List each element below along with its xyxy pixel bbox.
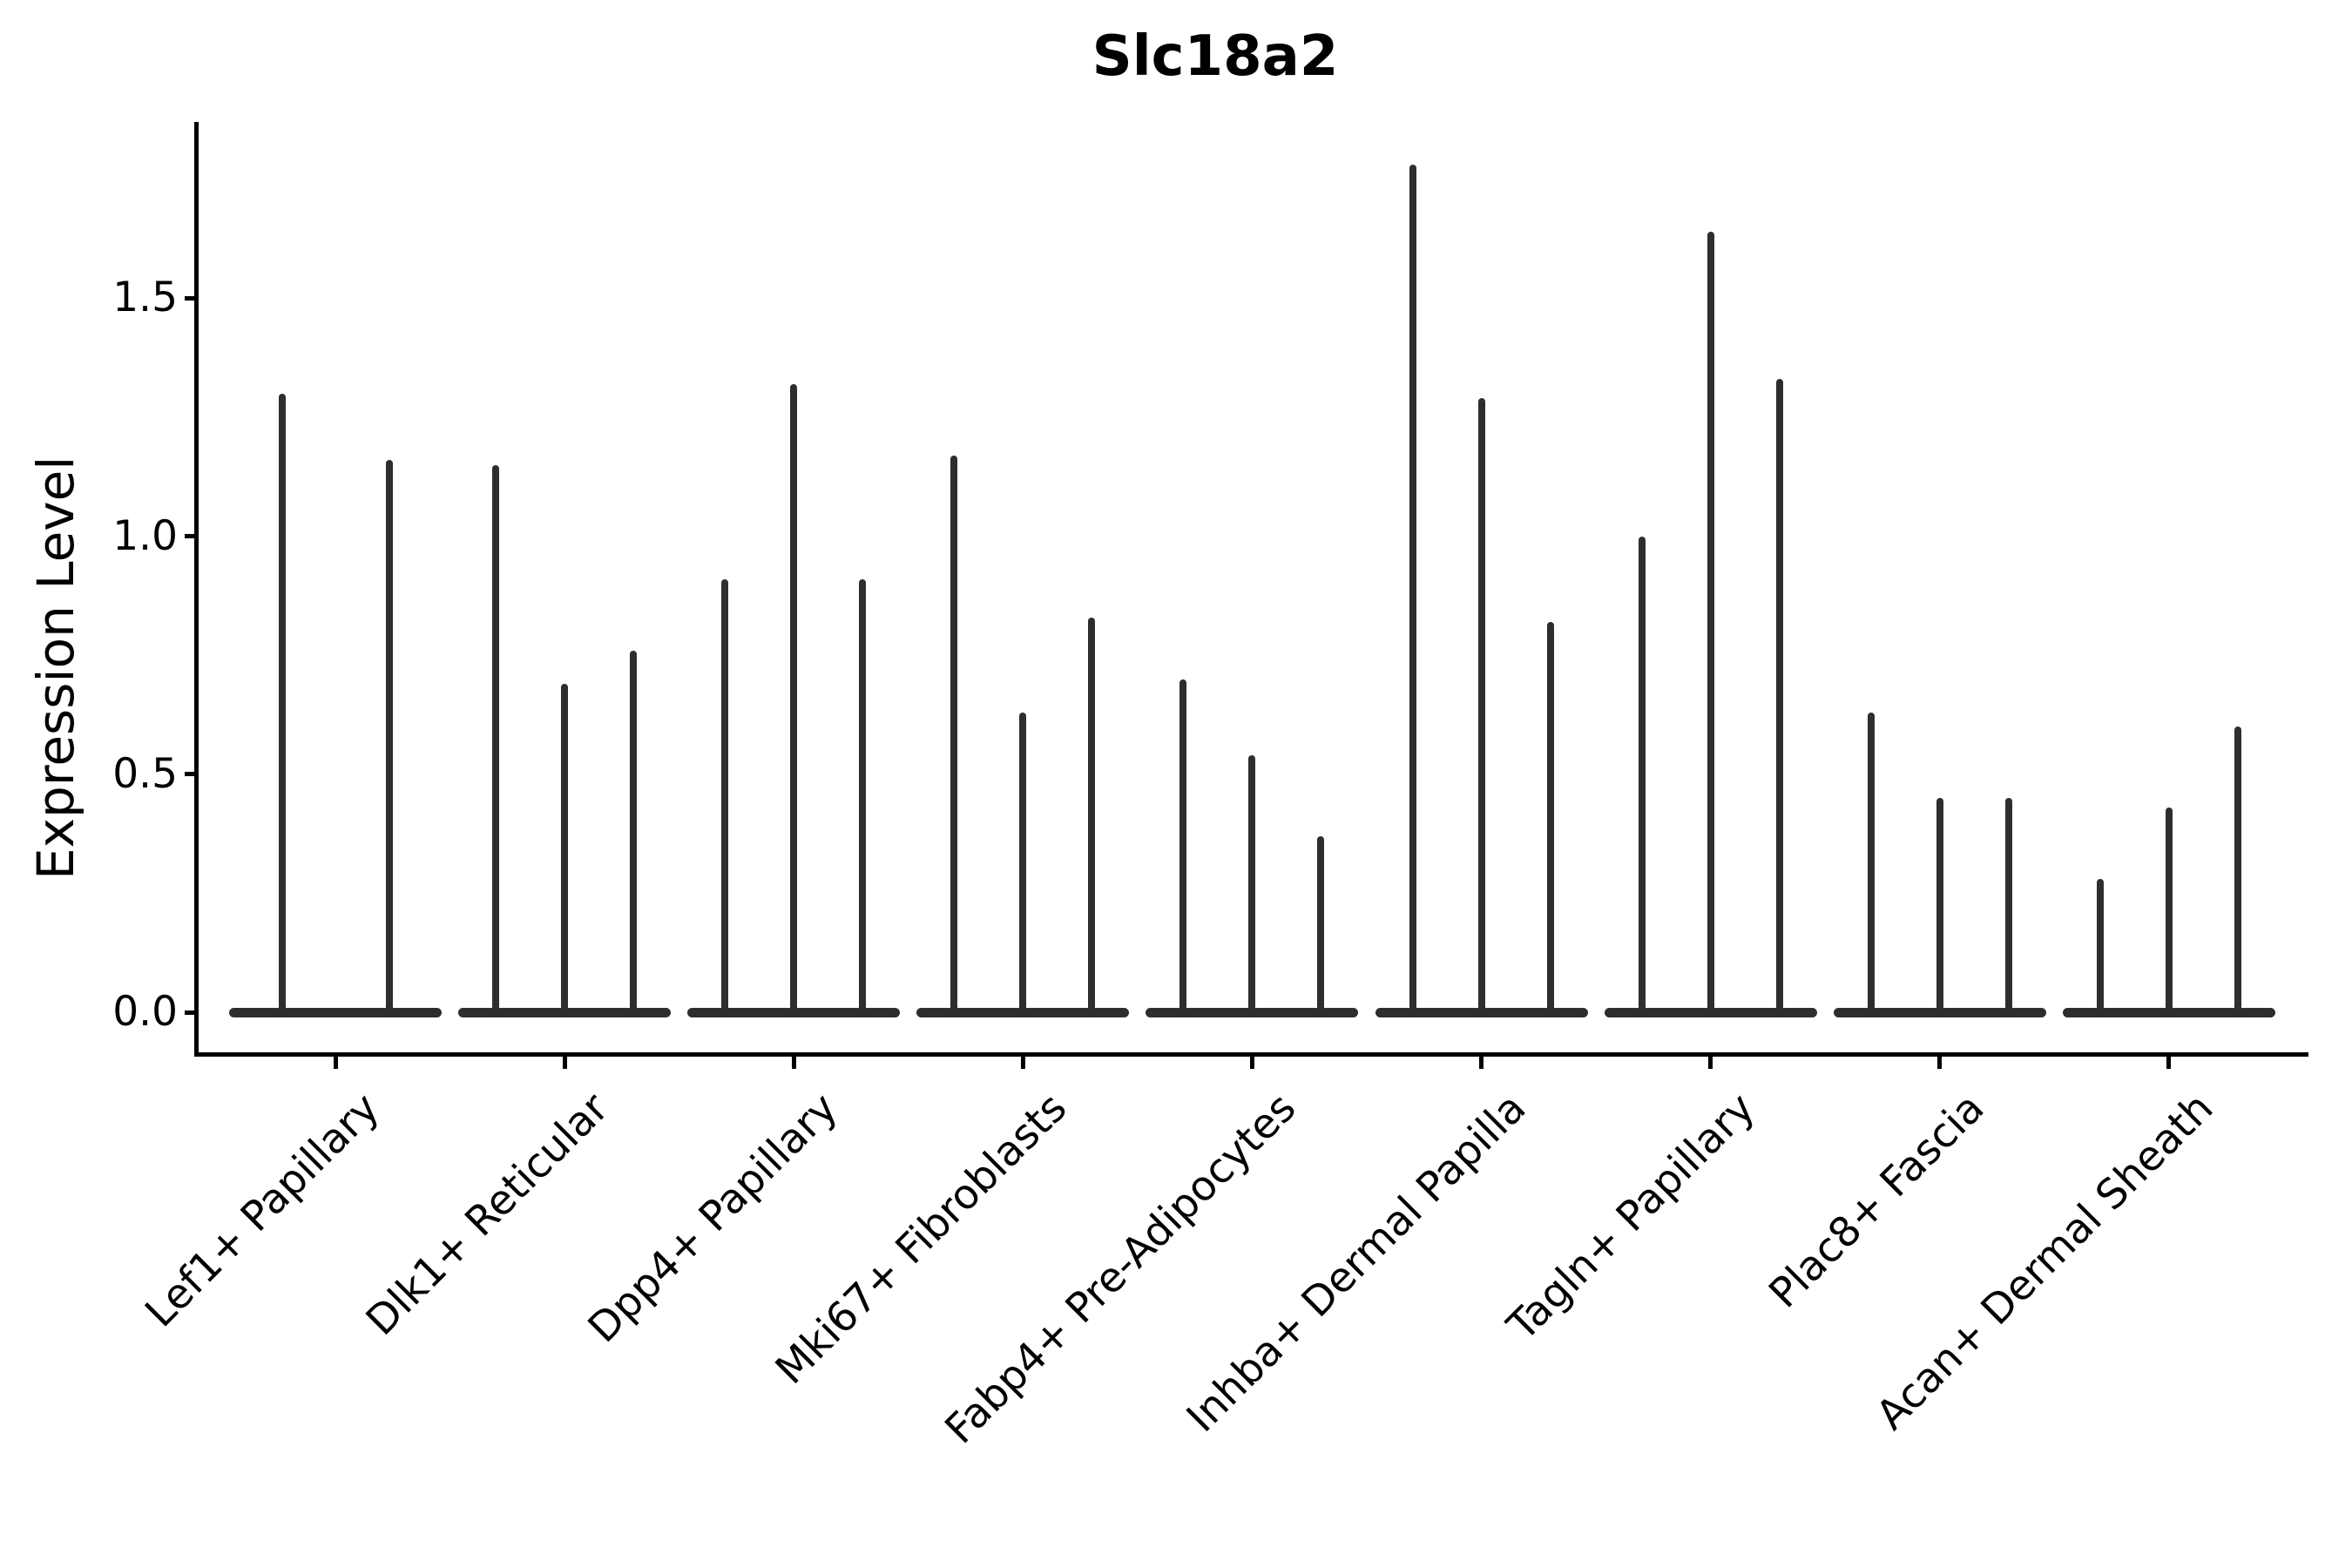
x-tick	[333, 1054, 338, 1069]
violin-spike	[2004, 798, 2012, 1017]
y-axis-spine	[194, 122, 199, 1054]
violin-spike	[1019, 712, 1027, 1017]
x-tick-label: Mki67+ Fibroblasts	[767, 1084, 1077, 1394]
violin-spike	[2234, 727, 2241, 1017]
y-tick-label: 1.0	[112, 511, 178, 560]
violin-spike	[790, 383, 798, 1017]
y-tick-label: 0.5	[112, 749, 178, 798]
violin-spike	[278, 393, 286, 1017]
x-tick-label: Fabp4+ Pre-Adipocytes	[936, 1084, 1306, 1454]
y-tick	[185, 772, 197, 777]
violin-spike	[721, 578, 729, 1017]
violin-spike	[859, 578, 867, 1017]
violin-spike	[1936, 798, 1943, 1017]
violin-spike	[1409, 165, 1416, 1017]
violin-spike	[1248, 755, 1256, 1017]
violin-spike	[630, 650, 638, 1017]
x-tick	[1020, 1054, 1025, 1069]
x-tick	[1479, 1054, 1484, 1069]
y-tick	[185, 295, 197, 301]
x-tick-label: Lef1+ Papillary	[136, 1084, 389, 1337]
x-tick	[562, 1054, 567, 1069]
x-tick-label: Dlk1+ Reticular	[356, 1084, 618, 1345]
x-tick-label: Dpp4+ Papillary	[578, 1084, 848, 1353]
violin-spike	[1867, 712, 1875, 1017]
x-tick	[2166, 1054, 2172, 1069]
violin-spike	[2096, 879, 2104, 1017]
x-tick-label: Acan+ Dermal Sheath	[1867, 1084, 2223, 1440]
violin-spike	[492, 464, 500, 1017]
x-tick	[791, 1054, 796, 1069]
violin-spike	[950, 455, 958, 1017]
violin-spike	[1775, 379, 1783, 1017]
violin-spike	[1179, 679, 1187, 1017]
x-tick-label: Tagln+ Papillary	[1497, 1084, 1764, 1350]
x-tick	[1249, 1054, 1254, 1069]
violin-spike	[1317, 836, 1325, 1017]
violin-spike	[1546, 622, 1554, 1017]
violin-spike	[1088, 617, 1096, 1017]
violin-spike	[561, 684, 569, 1017]
x-tick-label: Plac8+ Fascia	[1760, 1084, 1993, 1318]
chart-title: Slc18a2	[1092, 24, 1339, 89]
violin-spike	[1638, 536, 1646, 1017]
y-tick-label: 0.0	[112, 988, 178, 1037]
x-tick-label: Inhba+ Dermal Papilla	[1177, 1084, 1535, 1442]
x-tick	[1937, 1054, 1943, 1069]
violin-baseline	[229, 1007, 442, 1017]
violin-spike	[1707, 231, 1714, 1017]
violin-spike	[385, 460, 393, 1017]
y-tick	[185, 534, 197, 539]
violin-spike	[1477, 398, 1485, 1017]
violin-spike	[2165, 808, 2173, 1017]
x-tick	[1708, 1054, 1713, 1069]
y-tick-label: 1.5	[112, 274, 178, 322]
y-tick	[185, 1010, 197, 1015]
